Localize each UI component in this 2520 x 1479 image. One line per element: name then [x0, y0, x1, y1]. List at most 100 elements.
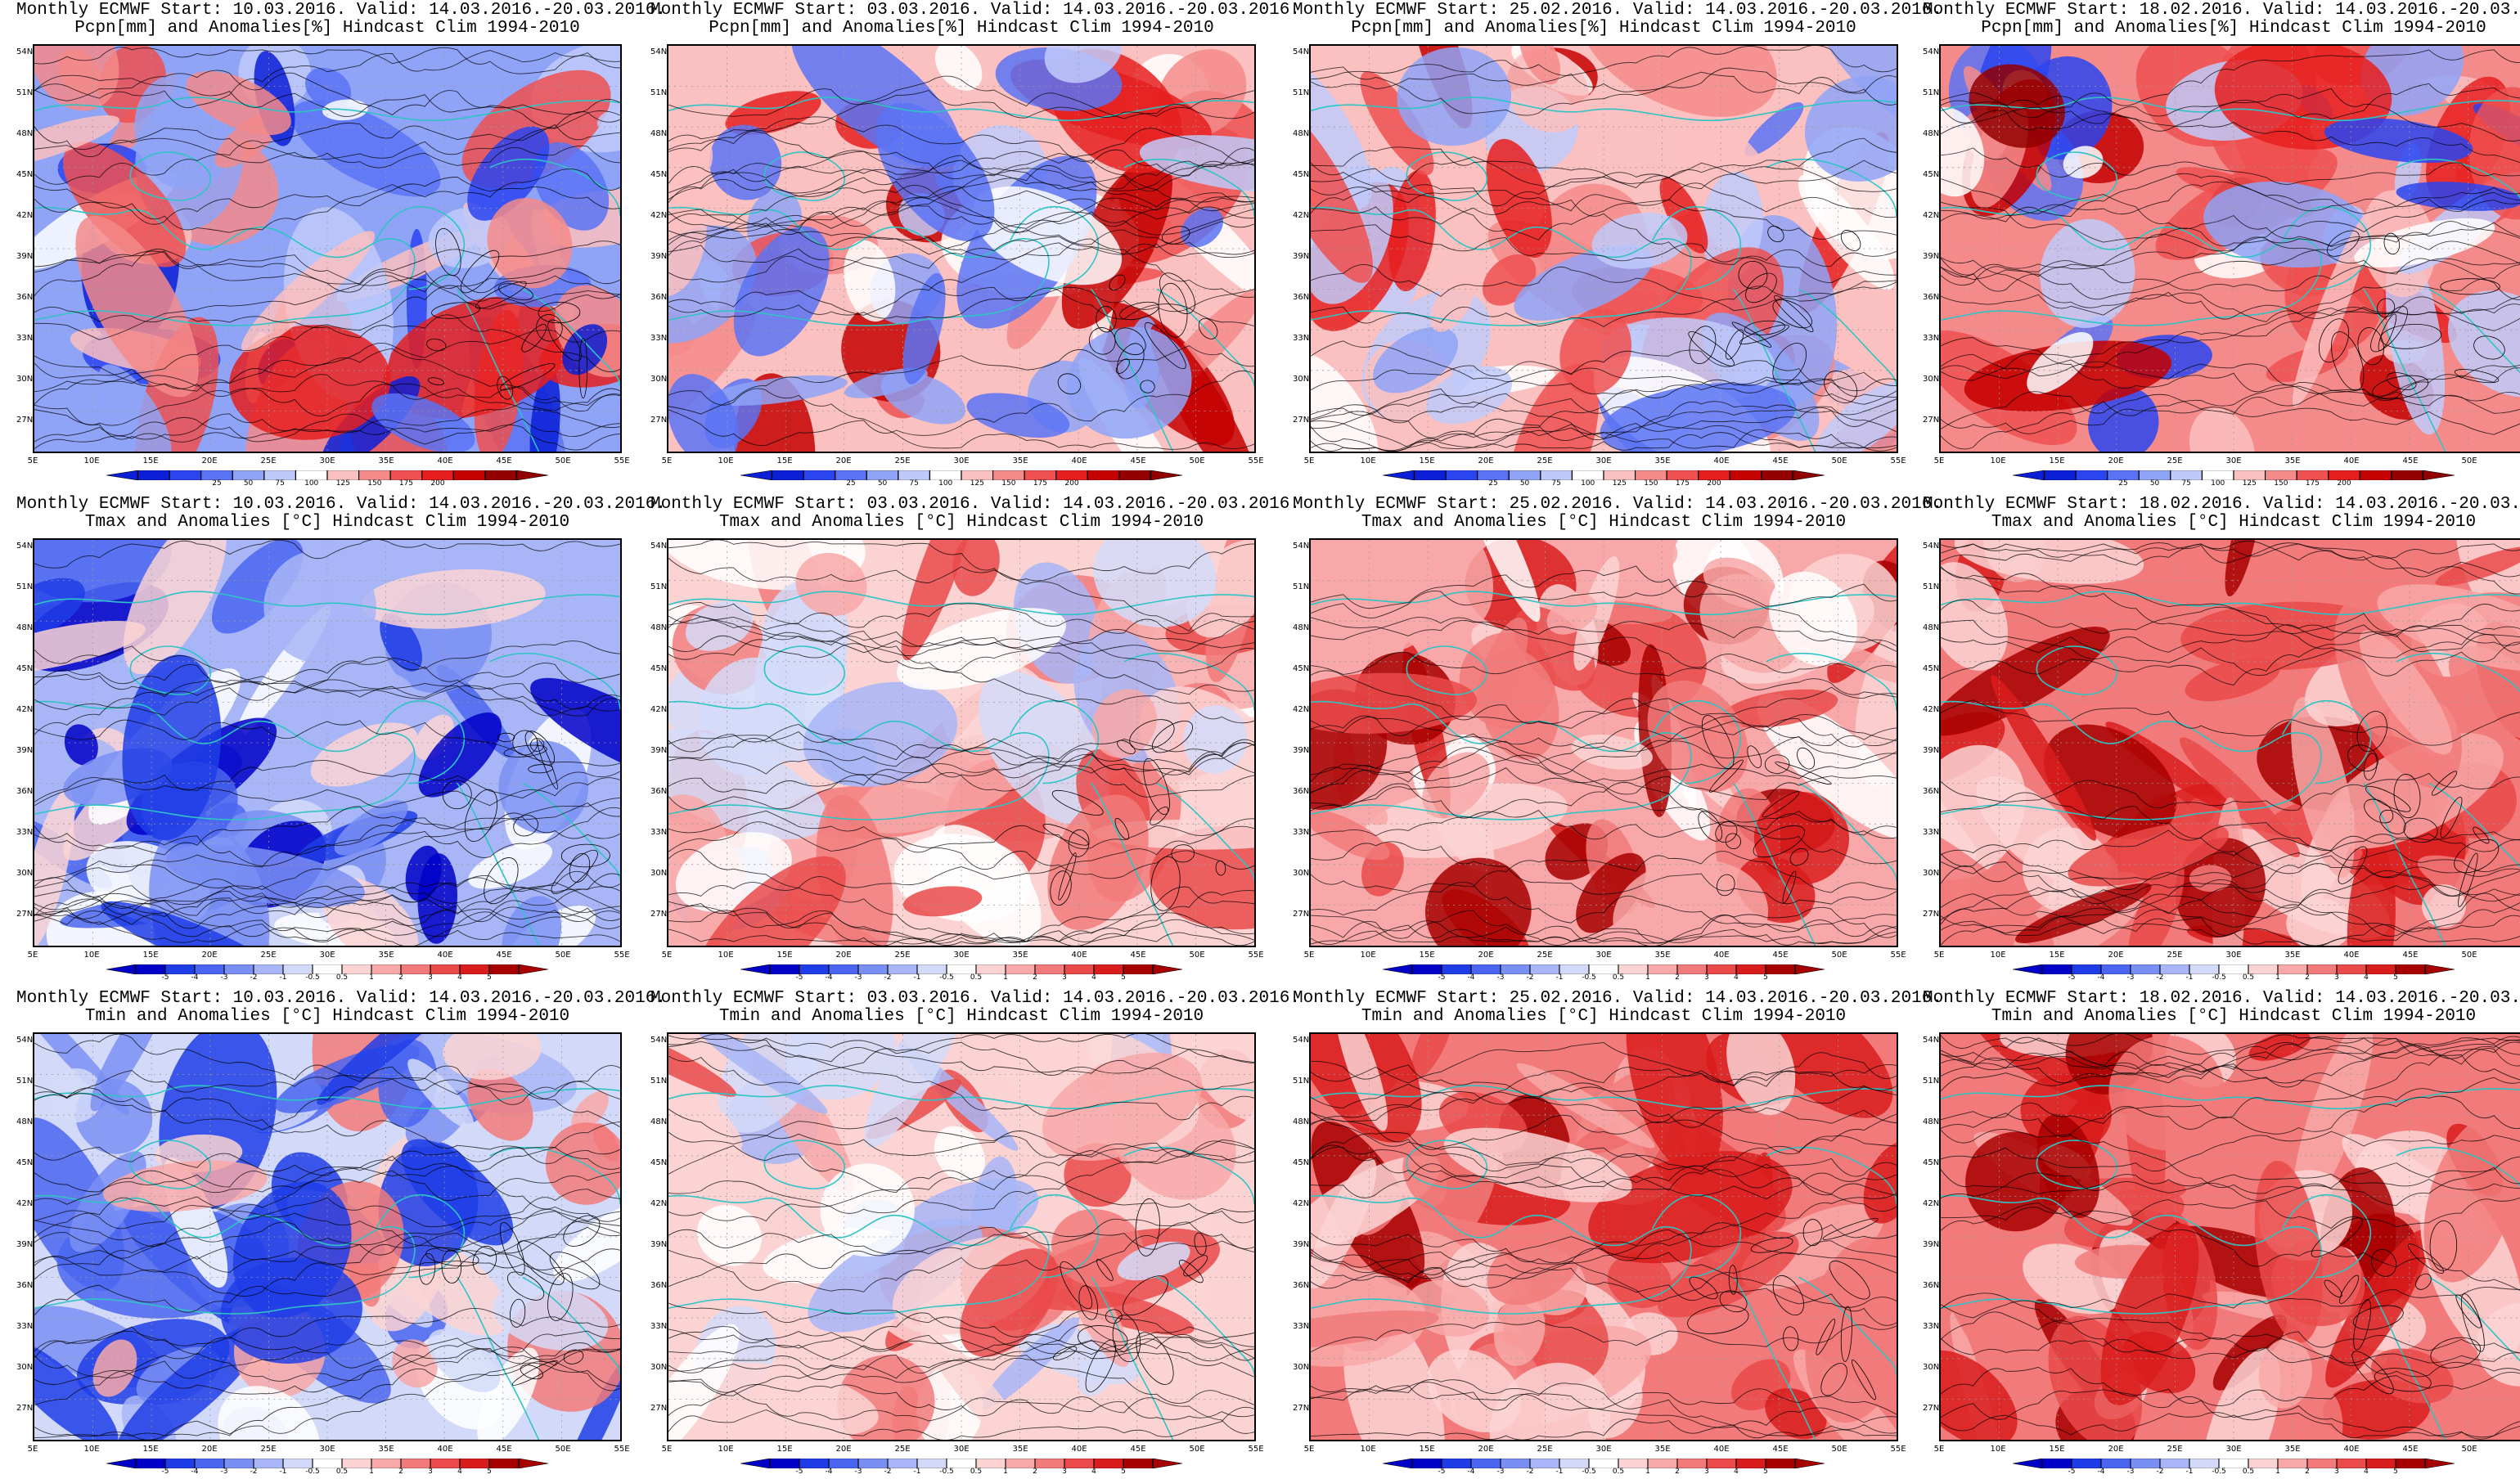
- colorbar-tick-label: 5: [2393, 973, 2398, 982]
- longitude-label: 20E: [201, 456, 218, 465]
- longitude-label: 15E: [142, 456, 159, 465]
- anomaly-map: [1309, 44, 1898, 453]
- latitude-label: 51N: [1923, 1077, 1940, 1086]
- latitude-label: 30N: [1293, 1363, 1310, 1372]
- latitude-label: 51N: [1293, 88, 1310, 97]
- panel-title: Monthly ECMWF Start: 10.03.2016. Valid: …: [16, 2, 666, 38]
- colorbar-tick-label: 4: [1734, 1468, 1739, 1476]
- colorbar-tick-label: 200: [2337, 479, 2351, 488]
- colorbar-tick-label: -2: [884, 973, 892, 982]
- longitude-label: 30E: [953, 1445, 970, 1454]
- colorbar-tick-label: 1: [1003, 973, 1008, 982]
- latitude-label: 27N: [1293, 910, 1310, 919]
- latitude-label: 27N: [16, 910, 34, 919]
- panel-title: Monthly ECMWF Start: 18.02.2016. Valid: …: [1923, 496, 2520, 532]
- longitude-label: 55E: [1248, 1445, 1264, 1454]
- colorbar-tick-label: 200: [1707, 479, 1721, 488]
- longitude-label: 50E: [555, 1445, 571, 1454]
- colorbar-tick-label: 150: [1644, 479, 1658, 488]
- longitude-label: 20E: [201, 951, 218, 960]
- longitude-label: 20E: [1478, 456, 1494, 465]
- longitude-label: 15E: [142, 1445, 159, 1454]
- longitude-label: 30E: [319, 1445, 335, 1454]
- latitude-label: 42N: [1923, 705, 1940, 714]
- latitude-label: 45N: [1293, 170, 1310, 179]
- latitude-label: 30N: [1293, 869, 1310, 878]
- colorbar-tick-label: -4: [1467, 973, 1475, 982]
- latitude-label: 33N: [1293, 828, 1310, 837]
- longitude-label: 15E: [1419, 456, 1435, 465]
- colorbar-tick-label: -1: [913, 973, 921, 982]
- colorbar-tick-label: -1: [1555, 1468, 1564, 1476]
- longitude-label: 45E: [1130, 456, 1146, 465]
- panel-title-line-2: Pcpn[mm] and Anomalies[%] Hindcast Clim …: [1981, 19, 2486, 38]
- longitude-label: 35E: [1012, 456, 1028, 465]
- latitude-label: 54N: [1923, 542, 1940, 551]
- colorbar-tick-label: -0.5: [2212, 1468, 2226, 1476]
- colorbar-tick-label: 50: [2149, 479, 2160, 488]
- colorbar-tick-label: 125: [1612, 479, 1627, 488]
- latitude-label: 42N: [16, 1199, 34, 1208]
- colorbar-tick-label: -3: [2126, 1468, 2135, 1476]
- longitude-label: 55E: [1890, 951, 1906, 960]
- longitude-label: 35E: [378, 951, 394, 960]
- colorbar-tick-label: 2: [398, 1468, 403, 1476]
- latitude-label: 45N: [1293, 664, 1310, 673]
- longitude-label: 45E: [2402, 951, 2419, 960]
- colorbar-tick-label: 2: [1033, 1468, 1037, 1476]
- longitude-label: 30E: [2225, 1445, 2242, 1454]
- longitude-label: 5E: [1303, 456, 1315, 465]
- colorbar-tick-label: 125: [335, 479, 350, 488]
- latitude-label: 36N: [650, 293, 668, 302]
- colorbar-tick-label: -2: [250, 973, 258, 982]
- longitude-label: 15E: [1419, 1445, 1435, 1454]
- colorbar-tick-label: 5: [2393, 1468, 2398, 1476]
- colorbar: [739, 1456, 1184, 1469]
- longitude-label: 35E: [1654, 951, 1671, 960]
- latitude-label: 54N: [1923, 47, 1940, 56]
- map-panel-tmax-2: Monthly ECMWF Start: 03.03.2016. Valid: …: [650, 494, 1300, 985]
- longitude-label: 5E: [1933, 951, 1945, 960]
- longitude-label: 30E: [2225, 456, 2242, 465]
- colorbar-tick-label: 4: [1091, 1468, 1096, 1476]
- longitude-label: 40E: [2343, 1445, 2360, 1454]
- latitude-label: 48N: [650, 623, 668, 632]
- longitude-label: 10E: [718, 1445, 734, 1454]
- latitude-label: 30N: [650, 869, 668, 878]
- longitude-label: 30E: [1595, 456, 1612, 465]
- longitude-label: 25E: [260, 951, 277, 960]
- panel-title-line-1: Monthly ECMWF Start: 25.02.2016. Valid: …: [1293, 989, 1942, 1008]
- longitude-label: 25E: [894, 1445, 911, 1454]
- colorbar-tick-label: 0.5: [2242, 1468, 2255, 1476]
- colorbar-tick-label: -4: [191, 1468, 199, 1476]
- colorbar-tick-label: 0.5: [2242, 973, 2255, 982]
- longitude-label: 40E: [437, 456, 453, 465]
- colorbar-tick-label: 50: [243, 479, 254, 488]
- map-panel-pcpn-3: Monthly ECMWF Start: 25.02.2016. Valid: …: [1293, 0, 1942, 491]
- colorbar-tick-label: -4: [825, 973, 833, 982]
- longitude-label: 15E: [2049, 456, 2065, 465]
- longitude-label: 20E: [2108, 1445, 2124, 1454]
- colorbar-tick-label: -5: [2068, 1468, 2076, 1476]
- latitude-label: 33N: [1293, 334, 1310, 343]
- latitude-label: 42N: [650, 1199, 668, 1208]
- longitude-label: 5E: [661, 1445, 673, 1454]
- longitude-label: 55E: [614, 1445, 630, 1454]
- colorbar-tick-label: -3: [2126, 973, 2135, 982]
- longitude-label: 10E: [83, 456, 100, 465]
- colorbar-tick-label: -2: [1526, 1468, 1534, 1476]
- latitude-label: 30N: [16, 869, 34, 878]
- longitude-label: 10E: [1360, 1445, 1376, 1454]
- colorbar-tick-label: 2: [1033, 973, 1037, 982]
- panel-title-line-2: Tmin and Anomalies [°C] Hindcast Clim 19…: [84, 1007, 570, 1026]
- panel-title: Monthly ECMWF Start: 10.03.2016. Valid: …: [16, 990, 666, 1026]
- latitude-label: 48N: [1923, 1117, 1940, 1126]
- colorbar-tick-label: -0.5: [305, 1468, 320, 1476]
- longitude-label: 5E: [27, 456, 38, 465]
- latitude-label: 51N: [16, 1077, 34, 1086]
- latitude-label: 36N: [1293, 293, 1310, 302]
- longitude-label: 50E: [1831, 1445, 1847, 1454]
- latitude-label: 45N: [16, 170, 34, 179]
- colorbar-tick-label: -0.5: [1582, 1468, 1596, 1476]
- latitude-label: 33N: [16, 828, 34, 837]
